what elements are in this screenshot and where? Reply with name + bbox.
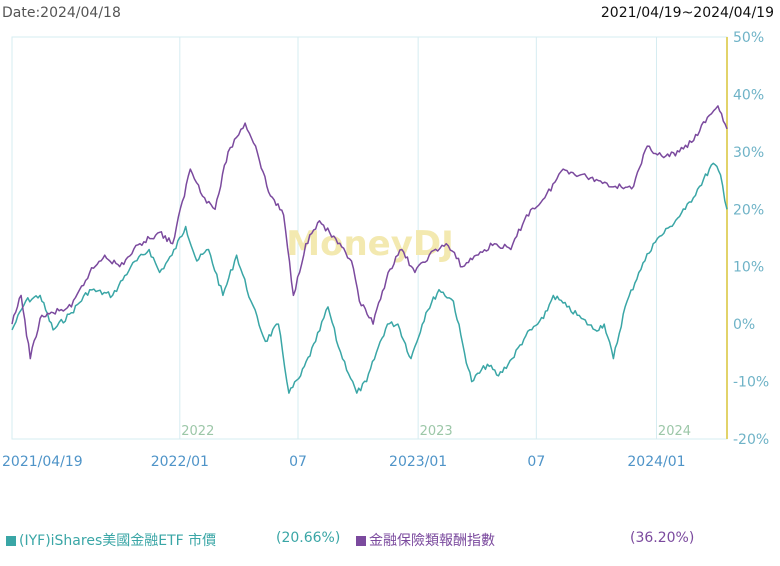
y-tick-label: 20% — [733, 202, 764, 218]
series-line-index — [11, 105, 728, 360]
year-label: 2024 — [658, 424, 691, 439]
x-tick-label: 2022/01 — [151, 454, 209, 470]
legend-label-index: 金融保險類報酬指數 — [369, 533, 495, 549]
x-tick-label: 2021/04/19 — [2, 454, 83, 470]
watermark-text: MoneyDJ — [286, 224, 454, 264]
year-label: 2023 — [420, 424, 453, 439]
legend-label-iyf: (IYF)iShares美國金融ETF 市價 — [19, 533, 217, 549]
date-label: Date:2024/04/18 — [2, 5, 121, 21]
x-tick-label: 07 — [527, 454, 545, 470]
legend-item-iyf[interactable]: (IYF)iShares美國金融ETF 市價 — [6, 530, 216, 550]
legend-value-iyf: (20.66%) — [276, 530, 341, 546]
y-tick-label: 50% — [733, 30, 764, 46]
legend-swatch-index — [356, 536, 366, 546]
x-tick-label: 2023/01 — [389, 454, 447, 470]
legend-value-index: (36.20%) — [630, 530, 695, 546]
y-tick-label: 30% — [733, 145, 764, 161]
x-tick-label: 2024/01 — [627, 454, 685, 470]
series-line-iyf — [11, 162, 728, 394]
x-tick-label: 07 — [289, 454, 307, 470]
y-tick-label: -10% — [733, 375, 769, 391]
y-tick-label: -20% — [733, 432, 769, 448]
performance-line-chart: 2022 2023 2024 MoneyDJ 50% 40% 30% 20% 10% 0% -10%… — [2, 30, 769, 470]
date-range-label: 2021/04/19~2024/04/19 — [600, 5, 774, 21]
year-label: 2022 — [181, 424, 214, 439]
legend-item-index[interactable]: 金融保險類報酬指數 — [356, 530, 495, 550]
y-tick-label: 10% — [733, 260, 764, 276]
legend-swatch-iyf — [6, 536, 16, 546]
y-tick-label: 40% — [733, 87, 764, 103]
y-tick-label: 0% — [733, 317, 755, 333]
